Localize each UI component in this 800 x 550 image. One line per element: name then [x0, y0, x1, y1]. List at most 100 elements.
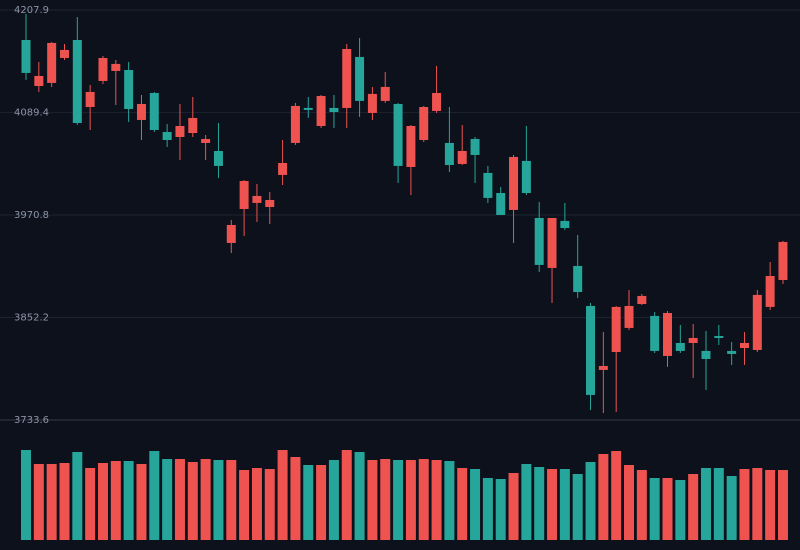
volume-bar: [636, 470, 647, 540]
volume-bar: [521, 464, 532, 540]
candle-body: [739, 342, 749, 348]
candle-body: [226, 224, 236, 243]
volume-bar: [277, 450, 288, 540]
volume-bar: [226, 460, 237, 540]
candle-body: [316, 96, 326, 127]
volume-bar: [559, 469, 570, 540]
candle-body: [765, 275, 775, 307]
volume-bar: [611, 451, 622, 540]
volume-bar: [328, 460, 339, 540]
volume-bar: [585, 462, 596, 540]
candle-body: [432, 92, 442, 111]
candle-body: [752, 294, 762, 350]
candle-body: [444, 142, 454, 165]
candle-body: [98, 57, 108, 81]
candle-body: [650, 315, 660, 351]
candle-body: [714, 335, 724, 338]
candle-body: [278, 163, 288, 175]
candle-body: [727, 350, 737, 354]
volume-bar: [457, 468, 468, 540]
candle-body: [457, 150, 467, 164]
candle-body: [637, 295, 647, 304]
y-tick-label: 3852.2: [14, 312, 49, 323]
candle-body: [59, 49, 69, 58]
candle-body: [290, 105, 300, 143]
volume-bar: [367, 460, 378, 540]
y-tick-label: 4207.9: [14, 5, 49, 16]
volume-bar: [59, 463, 70, 540]
candle-body: [509, 156, 519, 210]
candle-body: [201, 138, 211, 143]
candle-body: [663, 312, 672, 356]
volume-bar: [46, 464, 57, 540]
candle-body: [367, 93, 377, 113]
candle-body: [252, 195, 262, 203]
candle-body: [496, 193, 506, 215]
volume-bar: [405, 460, 416, 540]
volume-bar: [675, 480, 686, 540]
y-tick-label: 3970.8: [14, 210, 49, 221]
candle-body: [406, 126, 416, 167]
volume-bar: [380, 459, 391, 540]
candle-body: [380, 86, 390, 101]
candle-body: [188, 117, 198, 134]
candle-body: [85, 91, 95, 107]
volume-bar: [700, 468, 711, 540]
volume-bar: [495, 479, 506, 540]
volume-bar: [149, 451, 160, 540]
volume-bar: [251, 468, 262, 540]
volume-bar: [239, 470, 250, 540]
volume-bar: [162, 459, 173, 540]
volume-bar: [72, 452, 83, 540]
volume-bar: [187, 462, 198, 540]
volume-bar: [97, 463, 108, 540]
volume-bar: [444, 461, 455, 540]
volume-bar: [85, 468, 96, 540]
volume-bar: [739, 469, 750, 540]
volume-bar: [624, 465, 635, 540]
candle-body: [393, 103, 403, 166]
volume-bar: [200, 459, 211, 540]
volume-bar: [303, 465, 314, 540]
candle-body: [701, 350, 711, 359]
volume-bar: [508, 473, 519, 540]
volume-bar: [777, 470, 788, 540]
candle-body: [213, 150, 223, 166]
volume-bar: [765, 470, 776, 540]
volume-bar: [713, 468, 724, 540]
volume-bar: [431, 460, 442, 540]
candle-body: [598, 365, 608, 370]
volume-bar: [726, 476, 737, 540]
volume-bar: [598, 454, 609, 540]
candle-body: [483, 172, 493, 198]
volume-bar: [21, 450, 31, 540]
candle-body: [72, 39, 82, 123]
volume-bar: [110, 461, 121, 540]
candle-body: [560, 220, 570, 229]
volume-bar: [33, 464, 44, 540]
volume-bar: [572, 474, 583, 540]
volume-bar: [393, 460, 404, 540]
volume-bar: [752, 468, 763, 540]
candle-body: [355, 56, 365, 101]
y-tick-label: 3733.6: [14, 415, 49, 426]
candle-body: [175, 126, 185, 137]
candle-body: [111, 63, 121, 71]
candle-body: [329, 107, 339, 113]
candle-body: [34, 75, 44, 86]
volume-bar: [662, 478, 673, 540]
volume-bar: [341, 450, 352, 540]
candle-body: [303, 107, 313, 110]
candle-body: [162, 131, 172, 141]
candle-body: [21, 39, 31, 73]
volume-bar: [136, 464, 147, 540]
volume-bar: [316, 465, 327, 540]
volume-bar: [354, 452, 365, 540]
candle-body: [239, 180, 249, 209]
volume-bar: [418, 459, 429, 540]
candle-body: [586, 305, 596, 395]
volume-bar: [688, 474, 699, 540]
candle-body: [136, 103, 146, 120]
candle-body: [47, 42, 57, 83]
